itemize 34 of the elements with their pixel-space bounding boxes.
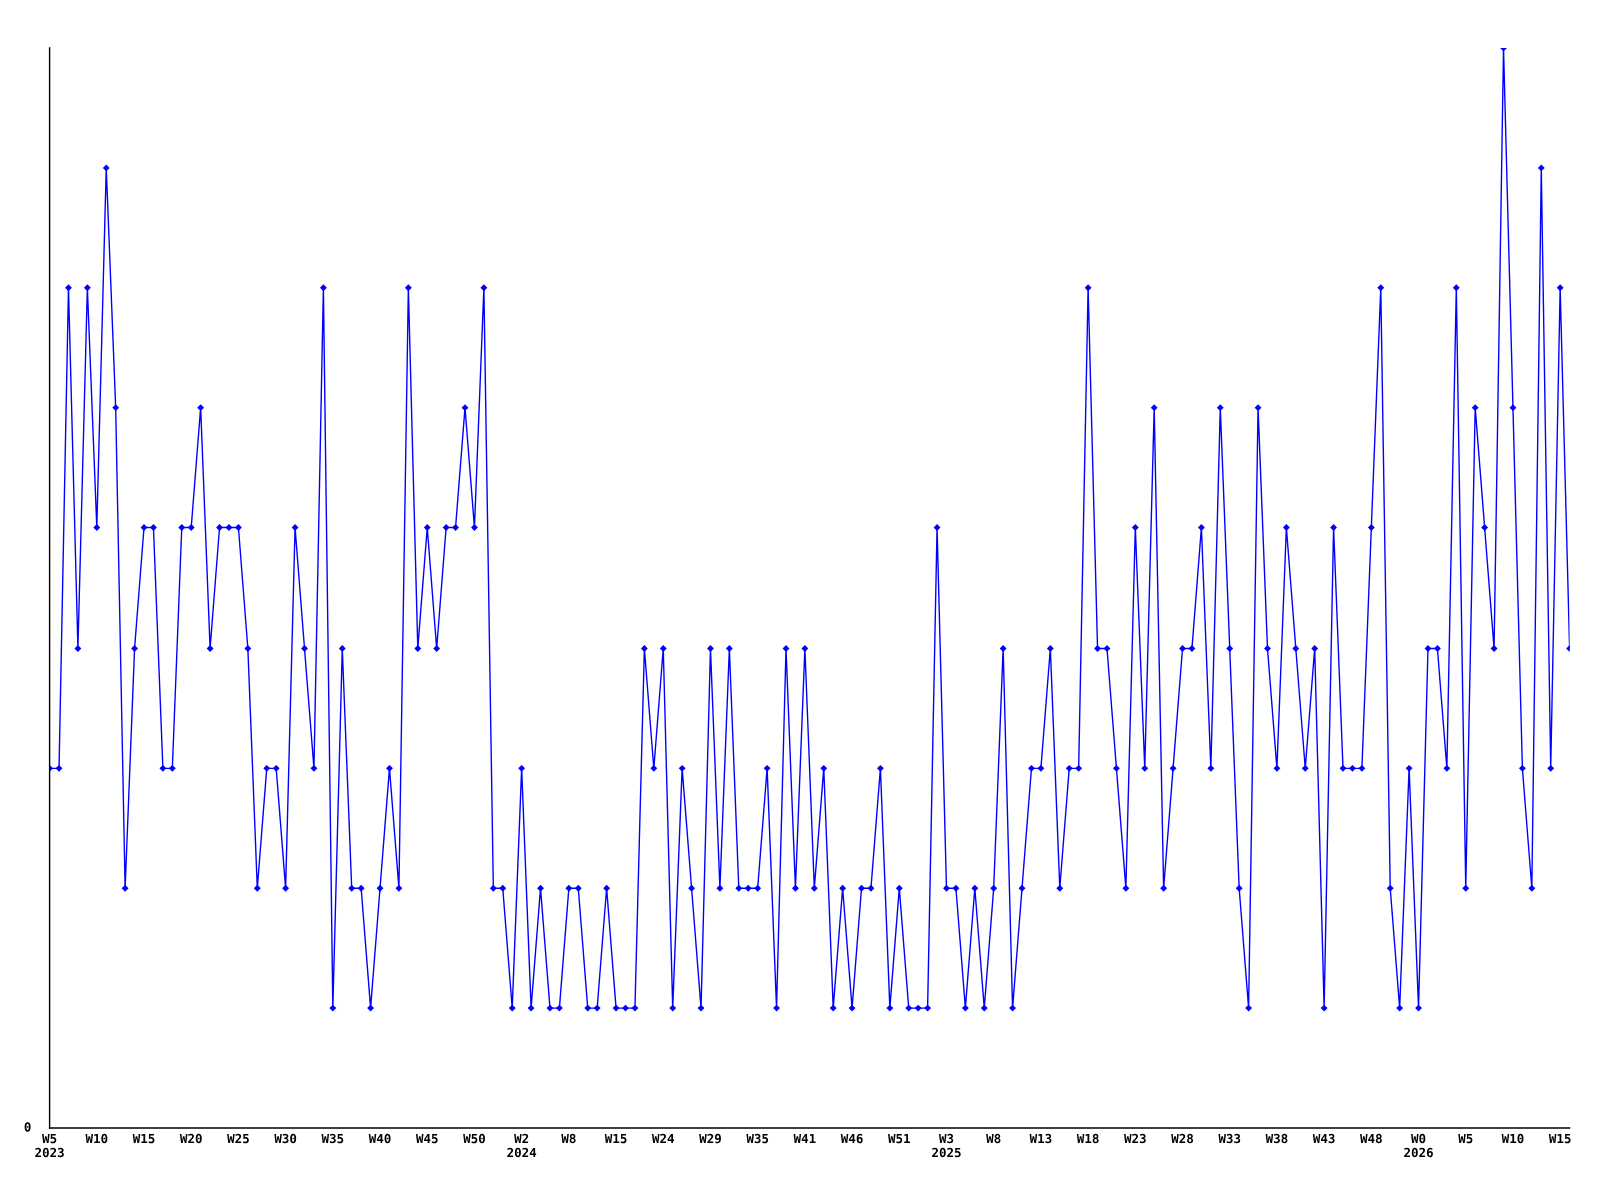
x-tick-label: W48 <box>1360 1133 1382 1144</box>
x-tick-label: W15 <box>132 1133 155 1144</box>
x-tick-label: W30 <box>274 1133 297 1144</box>
x-tick-label: W20 <box>179 1133 202 1144</box>
text: 0 <box>24 1122 31 1132</box>
x-tick-label: W35 <box>746 1133 769 1144</box>
x-tick-label: W10 <box>85 1133 108 1144</box>
x-tick-label: W40 <box>368 1133 391 1144</box>
x-tick-label: W29 <box>699 1133 721 1144</box>
x-tick-label: W10 <box>1501 1133 1524 1144</box>
x-tick-label: W5 <box>1458 1133 1473 1144</box>
x-tick-label: W50 <box>463 1133 485 1144</box>
x-tick-label: W41 <box>793 1133 816 1144</box>
x-tick-label: W33 <box>1218 1133 1241 1144</box>
x-tick-label: W13 <box>1029 1133 1052 1144</box>
x-tick-label: W0 2026 <box>1404 1133 1433 1158</box>
x-tick-label: W35 <box>321 1133 344 1144</box>
x-tick-label: W46 <box>840 1133 863 1144</box>
x-tick-label: W43 <box>1312 1133 1335 1144</box>
x-tick-label: W23 <box>1124 1133 1146 1144</box>
x-tick-label: W25 <box>227 1133 249 1144</box>
x-tick-label: W38 <box>1265 1133 1288 1144</box>
x-tick-label: W28 <box>1171 1133 1194 1144</box>
x-tick-label: W15 <box>1548 1133 1571 1144</box>
x-tick-label: W15 <box>604 1133 627 1144</box>
x-tick-label: W2 2024 <box>507 1133 537 1158</box>
x-tick-label: W18 <box>1076 1133 1099 1144</box>
x-tick-label: W5 2023 <box>35 1133 64 1158</box>
x-tick-label: W3 2025 <box>932 1133 961 1158</box>
x-tick-label: W8 <box>986 1133 1001 1144</box>
x-tick-label: W8 <box>561 1133 576 1144</box>
x-tick-label: W45 <box>415 1133 438 1144</box>
x-tick-label: W24 <box>651 1133 674 1144</box>
x-tick-label: W51 <box>888 1133 910 1144</box>
